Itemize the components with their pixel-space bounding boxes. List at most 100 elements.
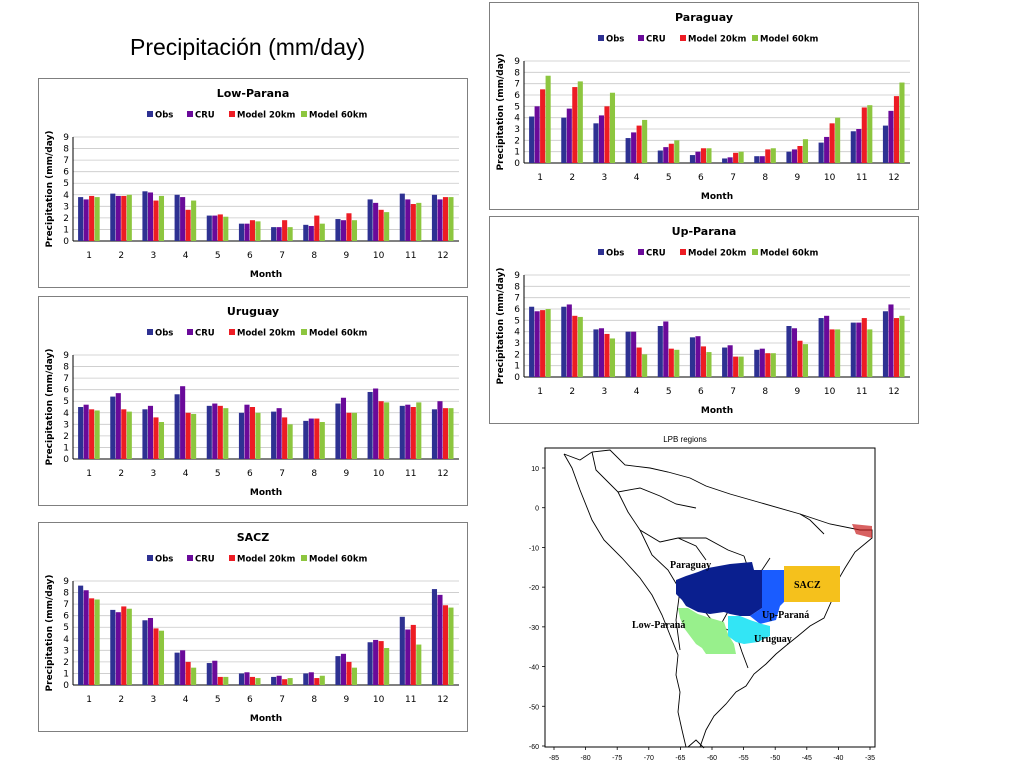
bar — [223, 408, 229, 459]
x-tick-label: 4 — [634, 173, 640, 183]
bar — [636, 347, 642, 377]
chart-title: Paraguay — [675, 11, 733, 24]
x-tick-label: 3 — [151, 251, 157, 261]
bar — [856, 129, 862, 163]
bar — [888, 304, 894, 377]
legend-label: CRU — [195, 329, 215, 339]
bar — [882, 125, 889, 163]
bar — [893, 318, 900, 377]
bar — [593, 123, 599, 163]
bar — [191, 200, 197, 241]
bar — [346, 213, 352, 241]
bar — [442, 605, 449, 685]
bar — [89, 195, 95, 241]
bar — [174, 652, 180, 685]
y-tick-label: 2 — [514, 136, 520, 146]
legend-swatch — [752, 35, 758, 41]
bar — [861, 107, 867, 163]
y-tick-labels: 10 0 -10 -20 -30 -40 -50 -60 — [529, 466, 545, 751]
chart-title: Up-Parana — [672, 225, 737, 238]
bar — [244, 404, 250, 459]
bar — [700, 346, 707, 377]
bar — [540, 310, 546, 377]
chart-title: Low-Parana — [217, 87, 290, 100]
y-tick-label: 7 — [63, 156, 69, 166]
x-tick-label: 5 — [666, 173, 672, 183]
bar — [115, 612, 121, 685]
bar — [657, 326, 663, 377]
bar — [185, 209, 191, 241]
map-y-tick-label: -20 — [529, 585, 539, 592]
bar — [174, 194, 180, 241]
bar — [722, 158, 728, 163]
map-y-tick-label: -40 — [529, 665, 539, 672]
bar — [722, 347, 728, 377]
bar — [255, 412, 261, 459]
bar — [770, 353, 776, 377]
legend-label: Model 60km — [760, 249, 819, 259]
bar — [867, 105, 873, 163]
bar — [416, 402, 422, 459]
map-y-tick-label: -10 — [529, 545, 539, 552]
x-tick-label: 2 — [118, 469, 124, 479]
y-tick-label: 0 — [514, 373, 520, 383]
legend-label: Model 20km — [237, 555, 296, 565]
bar — [314, 215, 320, 241]
y-tick-label: 0 — [63, 681, 69, 691]
bar — [206, 405, 212, 459]
bar — [147, 617, 154, 685]
x-tick-label: 5 — [666, 387, 672, 397]
bar — [689, 155, 696, 163]
bar — [899, 82, 905, 163]
bar — [255, 678, 261, 685]
x-tick-label: 8 — [762, 173, 768, 183]
bar — [529, 306, 535, 377]
bar — [695, 336, 701, 377]
bar — [340, 397, 347, 459]
bar — [604, 106, 610, 163]
y-tick-label: 4 — [514, 328, 520, 338]
y-tick-label: 3 — [63, 202, 69, 212]
bar — [308, 225, 314, 241]
bar — [378, 401, 384, 459]
bar — [158, 422, 165, 459]
bar — [244, 672, 250, 685]
bar — [287, 678, 293, 685]
bar — [410, 624, 416, 685]
bar — [276, 408, 282, 459]
bar — [867, 329, 873, 377]
legend-label: Model 20km — [237, 111, 296, 121]
bar — [282, 220, 288, 241]
bar — [244, 223, 250, 241]
bar — [577, 316, 583, 377]
x-tick-label: 11 — [405, 695, 416, 705]
y-tick-label: 5 — [514, 316, 520, 326]
bar — [431, 194, 438, 241]
y-tick-label: 7 — [63, 374, 69, 384]
bar — [217, 405, 223, 459]
x-tick-label: 11 — [405, 251, 416, 261]
bar — [738, 151, 744, 163]
x-axis-label: Month — [250, 488, 282, 498]
bar — [126, 411, 132, 459]
x-tick-label: 12 — [888, 387, 899, 397]
legend-swatch — [301, 111, 307, 117]
map-x-tick-label: -75 — [612, 755, 622, 762]
bar — [609, 92, 616, 163]
x-tick-labels: -85 -80 -75 -70 -65 -60 -55 -50 -45 -40 -35 — [549, 747, 875, 762]
y-tick-label: 1 — [514, 362, 520, 372]
bar — [529, 116, 535, 163]
legend-swatch — [301, 329, 307, 335]
bar — [733, 356, 739, 377]
legend-swatch — [598, 249, 604, 255]
y-axis-label: Precipitation (mm/day) — [45, 349, 55, 466]
x-tick-label: 9 — [344, 695, 350, 705]
bar — [335, 219, 341, 241]
x-tick-label: 7 — [730, 173, 736, 183]
x-tick-label: 2 — [118, 695, 124, 705]
bar — [282, 417, 288, 459]
bar — [115, 195, 121, 241]
y-tick-label: 7 — [514, 80, 520, 90]
bar — [642, 119, 648, 163]
